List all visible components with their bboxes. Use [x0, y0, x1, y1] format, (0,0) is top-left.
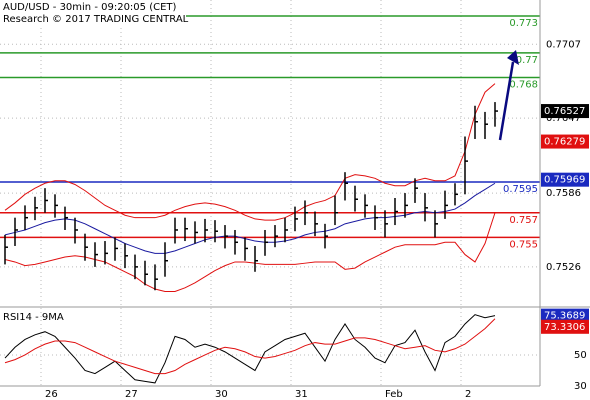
rsi-line [4, 314, 496, 384]
rsi-marker-label: 75.3689 [544, 311, 585, 322]
x-tick-label: 26 [45, 389, 58, 400]
x-tick-label: 30 [215, 389, 228, 400]
rsi-marker-label: 73.3306 [544, 322, 585, 333]
x-tick-label: 27 [125, 389, 138, 400]
y-tick-label: 0.7647 [546, 113, 581, 124]
level-label: 0.755 [509, 239, 538, 250]
x-tick-label: Feb [385, 389, 403, 400]
level-label: 0.768 [509, 79, 538, 90]
rsi-marker [541, 319, 589, 334]
y-tick-label: 0.7526 [546, 262, 581, 273]
price-marker [541, 104, 589, 119]
forecast-arrow [498, 61, 515, 141]
y-tick-label: 30 [574, 381, 587, 392]
level-label: 0.773 [509, 18, 538, 29]
plot-layer: 0.773 0.77 0.768 0.7595 0.757 0.755 [0, 0, 540, 387]
rsi-title: RSI14 - 9MA [3, 312, 64, 323]
price-marker [541, 172, 589, 187]
rsi-line [4, 318, 496, 375]
price-marker-label: 0.76527 [544, 106, 585, 117]
y-tick-label: 0.7707 [546, 39, 581, 50]
chart-title: AUD/USD - 30min - 09:20:05 (CET) [3, 2, 177, 13]
x-tick-label: 31 [295, 389, 308, 400]
price-marker-label: 0.76279 [544, 137, 585, 148]
indicator-line [4, 83, 496, 221]
chart-subtitle: Research © 2017 TRADING CENTRAL [3, 14, 189, 25]
indicator-line [4, 212, 496, 292]
y-tick-label: 50 [574, 350, 587, 361]
level-label: 0.7595 [503, 184, 538, 195]
y-tick-label: 0.7586 [546, 188, 581, 199]
forecast-arrow-head [507, 50, 519, 65]
rsi-marker [541, 308, 589, 323]
x-tick-label: 2 [465, 389, 471, 400]
level-label: 0.77 [516, 55, 538, 66]
price-marker-label: 0.75969 [544, 175, 585, 186]
price-marker [541, 134, 589, 149]
title-bg [0, 0, 186, 26]
level-label: 0.757 [509, 215, 538, 226]
indicator-line [4, 182, 496, 254]
